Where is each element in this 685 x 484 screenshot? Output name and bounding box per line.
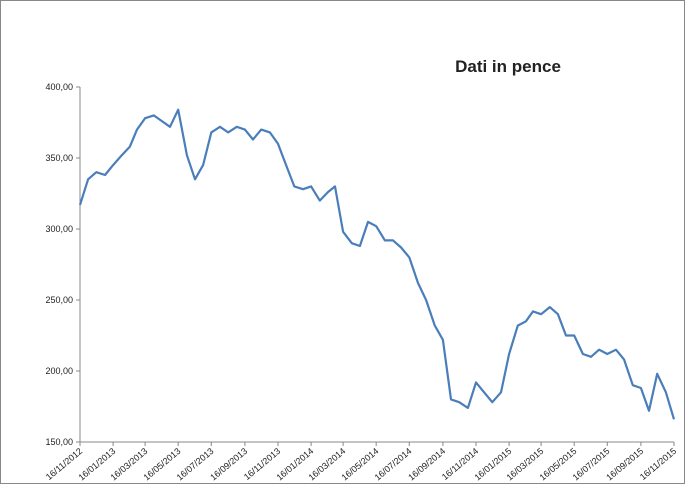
chart-title: Dati in pence (455, 57, 561, 76)
y-tick-label: 250,00 (45, 295, 73, 305)
y-tick-label: 300,00 (45, 224, 73, 234)
y-tick-label: 400,00 (45, 82, 73, 92)
y-tick-label: 350,00 (45, 153, 73, 163)
y-tick-label: 150,00 (45, 437, 73, 447)
series-line (78, 108, 676, 420)
y-tick-label: 200,00 (45, 366, 73, 376)
